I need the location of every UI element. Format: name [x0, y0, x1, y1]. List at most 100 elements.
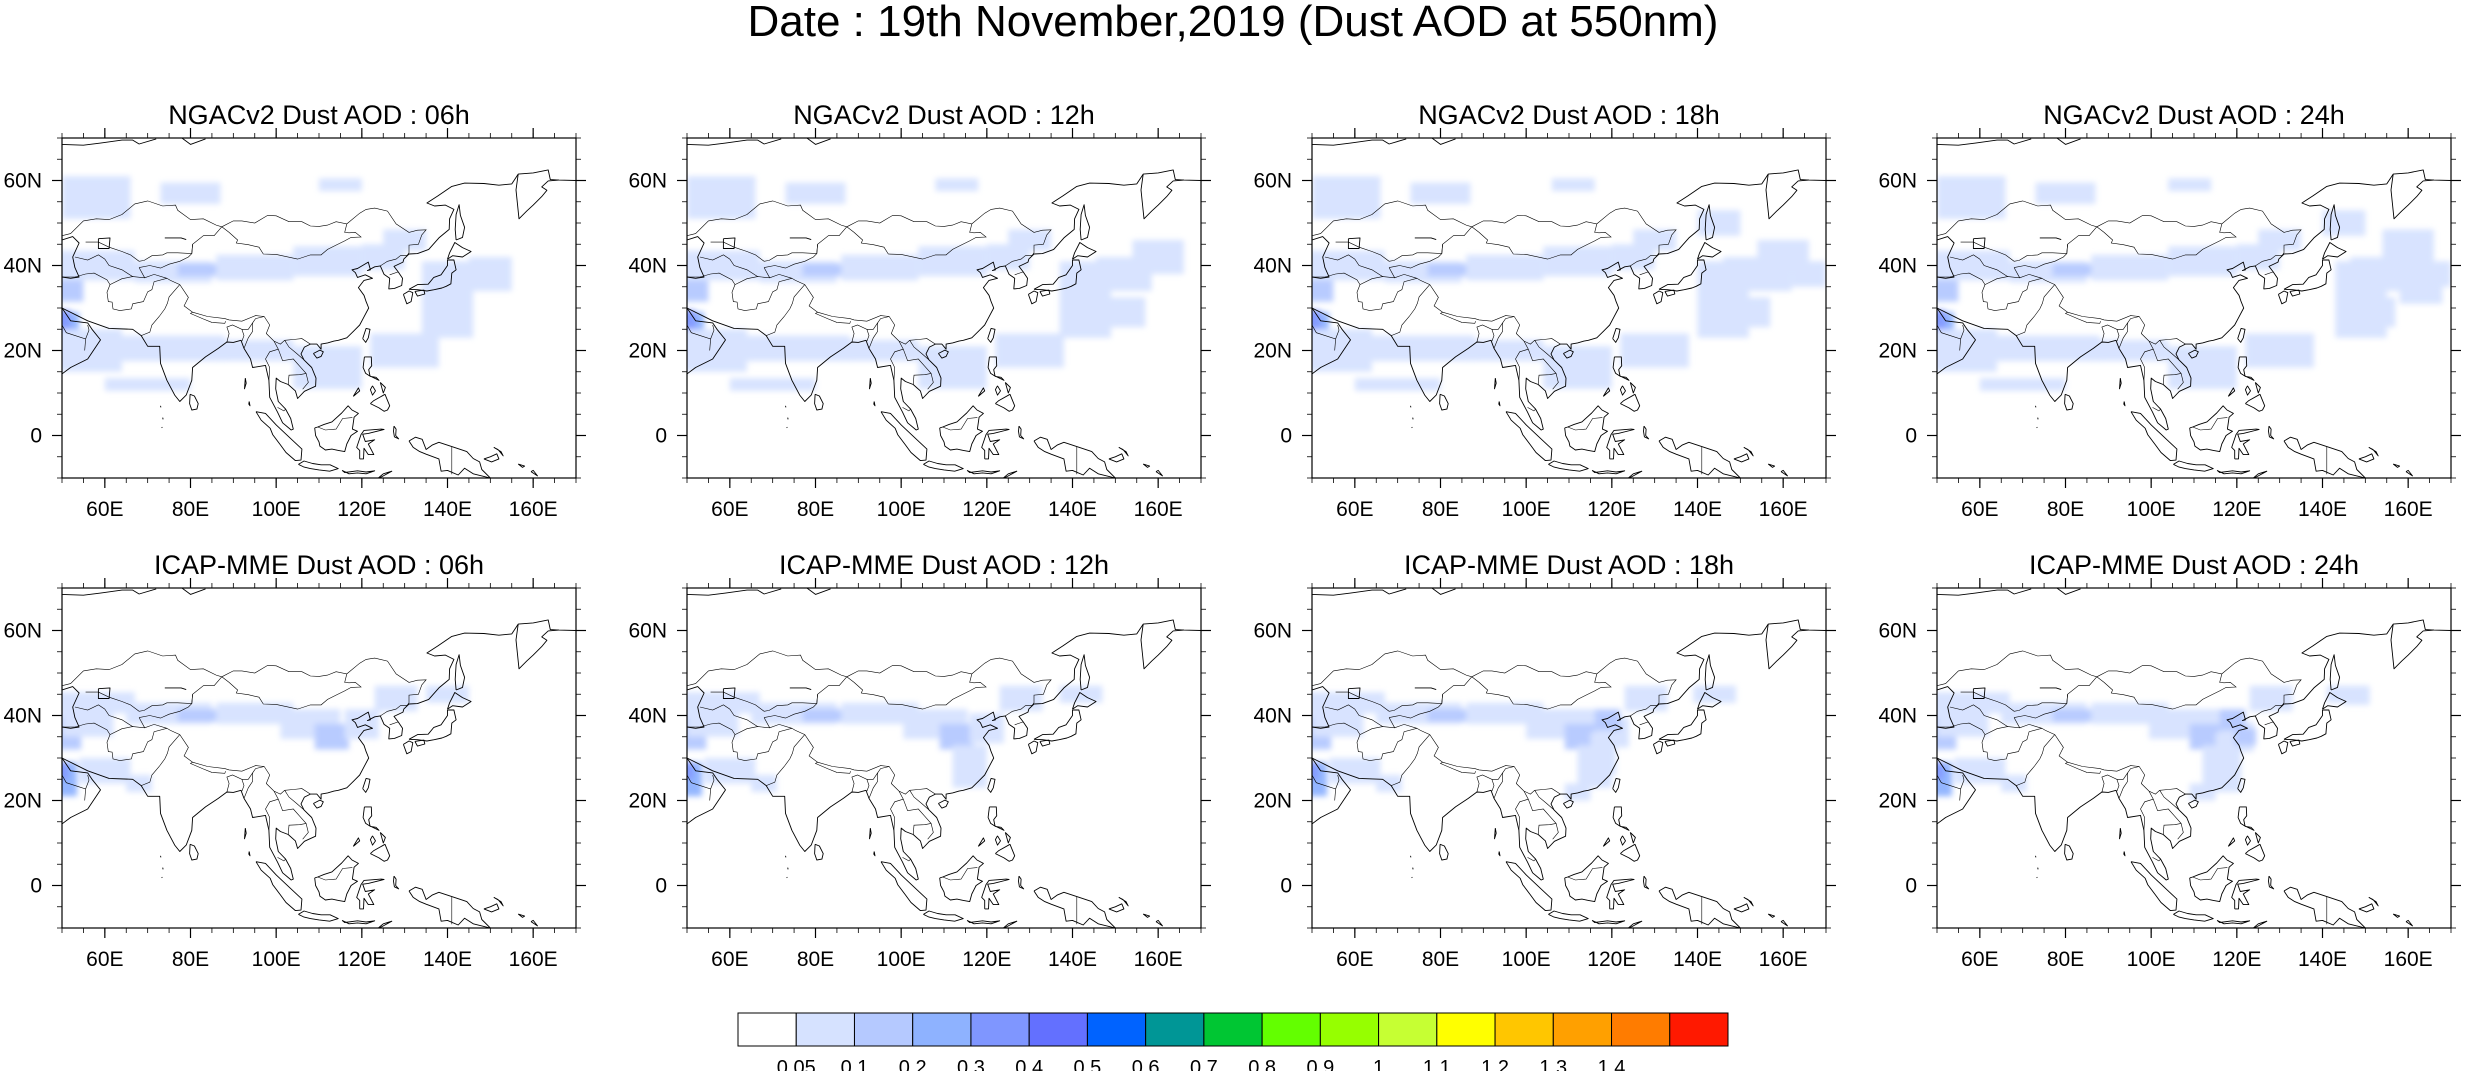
- border-line: [1312, 722, 1515, 772]
- lon-tick-label: 140E: [1673, 948, 1722, 971]
- dust-cell: [1312, 176, 1381, 219]
- dust-cell: [2343, 692, 2370, 705]
- border-line: [1493, 772, 1503, 799]
- dust-cell: [995, 333, 1064, 368]
- map-panel: ICAP-MME Dust AOD : 18h 60E 80E 100E 120E 140…: [1253, 550, 1836, 971]
- colorbar-label: 0.05: [777, 1057, 816, 1071]
- coastline: [1591, 919, 1626, 925]
- coastline: [2189, 405, 2234, 453]
- coastline: [370, 843, 391, 862]
- border-line: [62, 760, 63, 761]
- coastline: [1697, 242, 1722, 260]
- coastline: [977, 837, 986, 847]
- lon-tick-label: 60E: [1336, 498, 1373, 521]
- colorbar-label: 0.4: [1015, 1057, 1043, 1071]
- dust-cell: [999, 685, 1043, 712]
- dust-cell: [160, 182, 221, 204]
- coastline: [1118, 446, 1129, 457]
- coastline: [2283, 886, 2366, 928]
- dust-cell: [935, 178, 979, 192]
- coastline: [2322, 242, 2347, 260]
- border-line: [687, 722, 890, 772]
- border-line: [2192, 417, 2228, 431]
- coastline: [1765, 174, 1809, 220]
- coastline: [1033, 709, 1082, 742]
- coastline: [1002, 470, 1018, 478]
- borders: [1937, 650, 2328, 925]
- lat-tick-label: 0: [1280, 425, 1292, 448]
- coastline: [379, 382, 386, 394]
- border-line: [1527, 857, 1536, 862]
- coastline: [1627, 470, 1643, 478]
- colorbar-label: 1.1: [1423, 1057, 1451, 1071]
- dust-cell: [1633, 229, 1677, 251]
- border-line: [1630, 705, 1658, 717]
- lon-tick-label: 120E: [337, 948, 386, 971]
- coastline: [62, 236, 80, 279]
- dust-cell: [1937, 310, 1946, 332]
- coastline: [1002, 920, 1018, 928]
- lon-tick-label: 80E: [797, 948, 834, 971]
- dust-cell: [2091, 254, 2169, 281]
- coastline: [298, 460, 339, 472]
- border-line: [189, 761, 226, 774]
- coastline: [981, 428, 1010, 460]
- border-line: [1984, 724, 2042, 735]
- colorbar-label: 0.8: [1248, 1057, 1276, 1071]
- panel-title: ICAP-MME Dust AOD : 24h: [2029, 550, 2359, 580]
- coastline: [939, 855, 984, 903]
- colorbar-swatch: [1086, 1012, 1147, 1047]
- border-line: [2162, 373, 2182, 385]
- coastline: [814, 393, 824, 411]
- border-line: [2066, 244, 2068, 254]
- border-line: [1528, 799, 1559, 840]
- coastline: [1602, 837, 1611, 847]
- coastline: [1018, 425, 1025, 440]
- border-line: [2096, 223, 2237, 260]
- coastline: [2390, 624, 2434, 670]
- lat-tick-label: 0: [1905, 875, 1917, 898]
- coastline: [977, 387, 986, 397]
- map-panel: NGACv2 Dust AOD : 18h 60E 80E 100E 120E 140E 1…: [1253, 100, 1836, 521]
- border-line: [868, 772, 878, 799]
- coastline: [62, 138, 157, 146]
- dust-cell: [62, 762, 69, 780]
- border-line: [902, 407, 911, 412]
- border-line: [243, 772, 253, 799]
- border-line: [766, 284, 806, 336]
- border-line: [2152, 857, 2161, 862]
- lon-tick-label: 100E: [1502, 498, 1551, 521]
- border-line: [389, 721, 399, 726]
- coastline: [1312, 307, 1351, 375]
- coastline: [2322, 692, 2347, 710]
- panel-title: ICAP-MME Dust AOD : 12h: [779, 550, 1109, 580]
- border-line: [816, 244, 818, 254]
- border-line: [284, 340, 305, 361]
- border-line: [2014, 253, 2068, 269]
- coastline: [939, 405, 984, 453]
- border-line: [2101, 774, 2120, 793]
- lat-tick-label: 60N: [3, 620, 42, 643]
- coastline: [1697, 692, 1722, 710]
- lon-tick-label: 140E: [1048, 948, 1097, 971]
- border-line: [1960, 774, 1965, 790]
- coastline: [987, 777, 996, 793]
- coastline: [393, 875, 400, 890]
- lat-tick-label: 20N: [3, 340, 42, 363]
- dust-cell: [1624, 685, 1668, 712]
- colorbar-label: 1.3: [1539, 1057, 1567, 1071]
- colorbar-label: 0.3: [957, 1057, 985, 1071]
- coastline: [483, 903, 500, 913]
- coastline: [2130, 861, 2178, 912]
- coastlines: [62, 138, 576, 478]
- coastline: [2252, 470, 2268, 478]
- lat-tick-label: 60N: [3, 170, 42, 193]
- border-line: [221, 207, 427, 256]
- coastline: [1494, 378, 1497, 390]
- border-line: [1312, 200, 1472, 236]
- panel-title: ICAP-MME Dust AOD : 18h: [1404, 550, 1734, 580]
- border-line: [1312, 272, 1515, 322]
- border-line: [1005, 255, 1033, 267]
- border-line: [687, 760, 688, 761]
- lon-tick-label: 80E: [172, 498, 209, 521]
